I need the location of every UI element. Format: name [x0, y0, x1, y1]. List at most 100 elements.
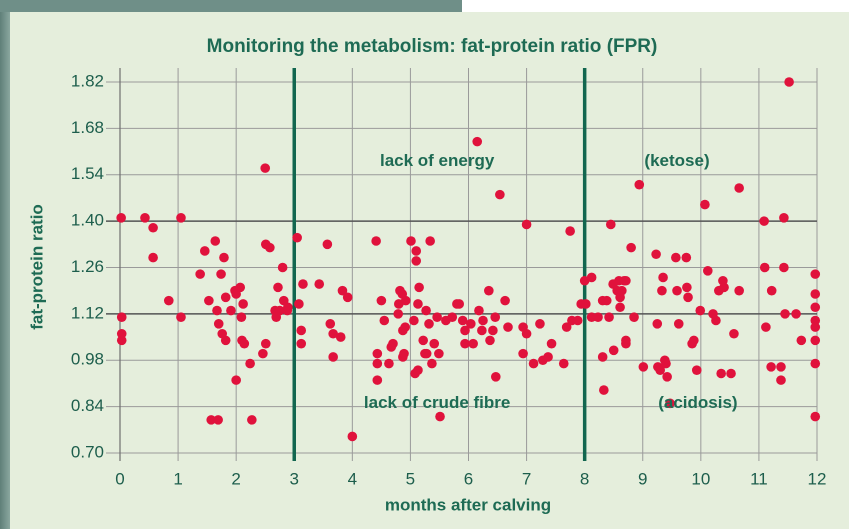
- x-tick-label: 5: [406, 469, 415, 488]
- point: [176, 312, 186, 322]
- point: [761, 322, 771, 332]
- point: [484, 285, 494, 296]
- x-axis-label: months after calving: [385, 495, 551, 514]
- point: [500, 295, 510, 306]
- point: [495, 189, 505, 200]
- point: [409, 315, 419, 326]
- point: [213, 415, 223, 425]
- point: [784, 77, 794, 87]
- y-tick-label: 0.70: [71, 442, 104, 461]
- point: [247, 415, 257, 425]
- point: [411, 246, 422, 256]
- x-tick-label: 10: [691, 469, 710, 488]
- point: [474, 305, 484, 316]
- point: [719, 282, 729, 293]
- point: [599, 385, 609, 395]
- point: [163, 295, 174, 306]
- point: [543, 352, 553, 362]
- point: [296, 325, 307, 336]
- point: [776, 375, 786, 385]
- y-tick-label: 1.26: [71, 257, 104, 276]
- x-tick-label: 12: [808, 469, 827, 488]
- annotation: (acidosis): [658, 393, 737, 412]
- x-tick-label: 4: [348, 469, 357, 488]
- point: [810, 322, 821, 332]
- y-tick-label: 0.84: [71, 396, 104, 415]
- point: [651, 249, 661, 260]
- point: [260, 163, 271, 173]
- point: [245, 358, 255, 369]
- point: [478, 315, 488, 326]
- x-tick-label: 9: [638, 469, 647, 488]
- point: [593, 312, 603, 322]
- point: [810, 269, 821, 279]
- point: [691, 365, 702, 375]
- point: [615, 302, 625, 313]
- point: [421, 348, 432, 359]
- y-tick-label: 1.68: [71, 118, 104, 137]
- point: [429, 338, 440, 349]
- point: [472, 136, 483, 147]
- point: [454, 299, 465, 309]
- point: [597, 352, 608, 362]
- point: [216, 269, 226, 279]
- point: [729, 328, 739, 339]
- point: [689, 335, 699, 346]
- point: [335, 332, 346, 342]
- point: [634, 179, 645, 190]
- x-tick-label: 0: [115, 469, 124, 488]
- y-tick-label: 0.98: [71, 350, 104, 369]
- point: [490, 372, 501, 382]
- point: [213, 319, 224, 329]
- point: [176, 213, 186, 223]
- point: [399, 348, 409, 359]
- point: [558, 358, 569, 369]
- point: [148, 252, 158, 263]
- point: [621, 275, 631, 286]
- point: [371, 236, 381, 246]
- marks: [116, 77, 821, 442]
- point: [661, 358, 671, 369]
- x-tick-label: 1: [173, 469, 182, 488]
- point: [414, 282, 424, 293]
- annotation: lack of energy: [380, 151, 495, 170]
- point: [466, 319, 476, 329]
- point: [273, 282, 283, 293]
- point: [342, 292, 353, 303]
- point: [314, 279, 325, 289]
- point: [572, 315, 583, 326]
- point: [766, 285, 777, 296]
- point: [200, 246, 210, 256]
- point: [460, 338, 470, 349]
- point: [655, 365, 665, 375]
- point: [561, 322, 572, 332]
- point: [503, 322, 513, 332]
- y-tick-label: 1.54: [71, 164, 104, 183]
- point: [337, 285, 348, 296]
- point: [372, 348, 383, 359]
- point: [400, 322, 410, 332]
- point: [236, 312, 247, 322]
- point: [322, 239, 333, 250]
- point: [766, 362, 776, 372]
- point: [460, 325, 470, 336]
- point: [546, 338, 557, 349]
- point: [528, 358, 539, 369]
- point: [231, 375, 241, 385]
- point: [521, 219, 532, 230]
- point: [608, 345, 619, 356]
- point: [673, 319, 684, 329]
- annotation: lack of crude fibre: [364, 393, 510, 412]
- point: [629, 312, 639, 322]
- point: [671, 252, 681, 263]
- point: [372, 358, 383, 369]
- point: [235, 282, 246, 293]
- point: [116, 213, 126, 223]
- point: [204, 295, 214, 306]
- point: [490, 312, 501, 322]
- point: [265, 242, 275, 253]
- point: [325, 319, 336, 329]
- point: [239, 338, 250, 349]
- point: [140, 213, 150, 223]
- point: [116, 312, 127, 322]
